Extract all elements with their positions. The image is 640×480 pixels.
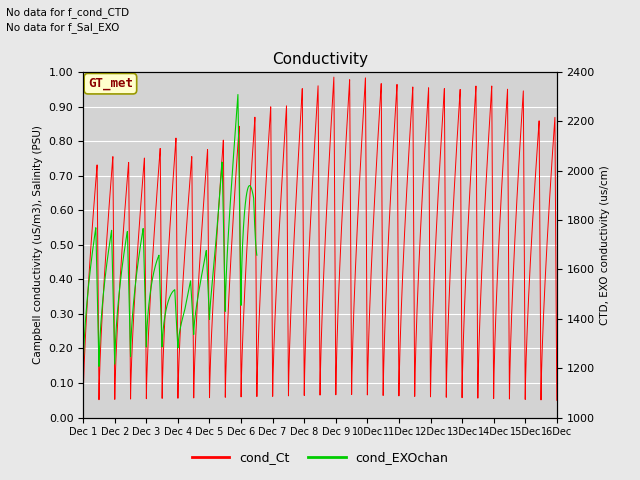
- Text: GT_met: GT_met: [88, 77, 133, 90]
- Text: No data for f_cond_CTD: No data for f_cond_CTD: [6, 7, 129, 18]
- Y-axis label: CTD, EXO conductivity (us/cm): CTD, EXO conductivity (us/cm): [600, 165, 611, 324]
- Legend: cond_Ct, cond_EXOchan: cond_Ct, cond_EXOchan: [186, 446, 454, 469]
- Text: No data for f_Sal_EXO: No data for f_Sal_EXO: [6, 22, 120, 33]
- Y-axis label: Campbell conductivity (uS/m3), Salinity (PSU): Campbell conductivity (uS/m3), Salinity …: [33, 125, 43, 364]
- Title: Conductivity: Conductivity: [272, 52, 368, 67]
